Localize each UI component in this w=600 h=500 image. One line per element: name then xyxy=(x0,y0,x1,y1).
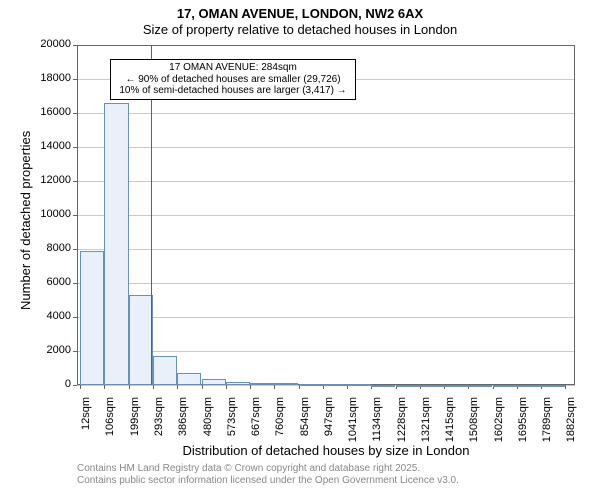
y-tick-mark xyxy=(73,249,77,250)
y-tick-mark xyxy=(73,113,77,114)
x-axis-label: Distribution of detached houses by size … xyxy=(77,443,575,458)
y-gridline xyxy=(77,249,575,250)
y-gridline xyxy=(77,45,575,46)
histogram-bar xyxy=(250,383,274,385)
histogram-bar xyxy=(371,385,395,387)
y-gridline xyxy=(77,215,575,216)
x-tick-mark xyxy=(104,385,105,389)
annotation-line-2: ← 90% of detached houses are smaller (29… xyxy=(115,74,351,86)
footnote-line-2: Contains public sector information licen… xyxy=(77,475,459,487)
histogram-bar xyxy=(202,379,226,385)
y-tick-label: 14000 xyxy=(31,140,71,152)
histogram-bar xyxy=(420,385,444,387)
histogram-bar xyxy=(444,385,468,387)
x-tick-mark xyxy=(202,385,203,389)
y-tick-mark xyxy=(73,147,77,148)
x-tick-mark xyxy=(80,385,81,389)
histogram-bar xyxy=(347,384,371,386)
histogram-bar xyxy=(468,385,492,387)
histogram-bar xyxy=(226,382,250,385)
x-tick-mark xyxy=(565,385,566,389)
y-gridline xyxy=(77,113,575,114)
footnote: Contains HM Land Registry data © Crown c… xyxy=(77,463,459,487)
histogram-bar xyxy=(274,383,298,385)
histogram-bar xyxy=(396,385,420,387)
footnote-line-1: Contains HM Land Registry data © Crown c… xyxy=(77,463,459,475)
y-tick-mark xyxy=(73,351,77,352)
y-tick-mark xyxy=(73,45,77,46)
annotation-line-1: 17 OMAN AVENUE: 284sqm xyxy=(115,62,351,74)
y-gridline xyxy=(77,181,575,182)
x-tick-mark xyxy=(177,385,178,389)
y-tick-mark xyxy=(73,317,77,318)
y-tick-mark xyxy=(73,79,77,80)
y-tick-label: 16000 xyxy=(31,106,71,118)
y-tick-mark xyxy=(73,181,77,182)
histogram-bar xyxy=(517,385,541,387)
histogram-bar xyxy=(153,356,177,385)
y-tick-label: 12000 xyxy=(31,174,71,186)
x-tick-mark xyxy=(129,385,130,389)
histogram-bar xyxy=(104,103,128,385)
x-tick-mark xyxy=(226,385,227,389)
title-line-1: 17, OMAN AVENUE, LONDON, NW2 6AX xyxy=(0,6,600,21)
y-gridline xyxy=(77,283,575,284)
title-line-2: Size of property relative to detached ho… xyxy=(0,22,600,37)
annotation-callout: 17 OMAN AVENUE: 284sqm ← 90% of detached… xyxy=(110,59,356,100)
y-tick-label: 4000 xyxy=(31,310,71,322)
annotation-line-3: 10% of semi-detached houses are larger (… xyxy=(115,85,351,97)
y-tick-label: 10000 xyxy=(31,208,71,220)
histogram-bar xyxy=(177,373,201,385)
y-tick-label: 18000 xyxy=(31,72,71,84)
histogram-bar xyxy=(299,384,323,386)
y-tick-label: 8000 xyxy=(31,242,71,254)
histogram-bar xyxy=(129,295,153,385)
histogram-bar xyxy=(493,385,517,387)
histogram-bar xyxy=(323,384,347,386)
histogram-bar xyxy=(80,251,104,385)
y-tick-label: 20000 xyxy=(31,38,71,50)
x-tick-mark xyxy=(250,385,251,389)
y-tick-label: 2000 xyxy=(31,344,71,356)
y-gridline xyxy=(77,147,575,148)
y-tick-label: 0 xyxy=(31,378,71,390)
x-tick-mark xyxy=(153,385,154,389)
y-tick-mark xyxy=(73,385,77,386)
histogram-bar xyxy=(541,385,565,387)
y-tick-mark xyxy=(73,283,77,284)
y-tick-mark xyxy=(73,215,77,216)
x-tick-mark xyxy=(274,385,275,389)
y-tick-label: 6000 xyxy=(31,276,71,288)
